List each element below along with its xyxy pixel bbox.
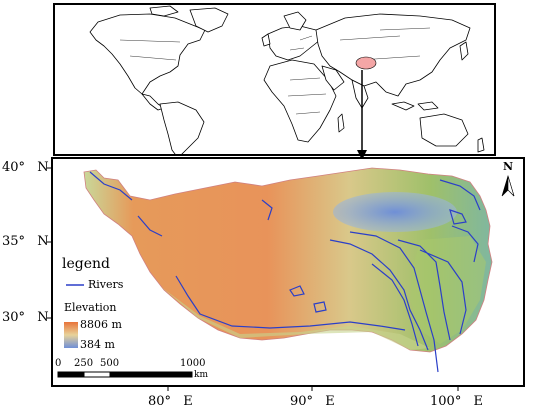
north-america-shape [89, 13, 206, 95]
africa-shape [263, 59, 337, 143]
north-label: N [503, 160, 514, 173]
uk-shape [261, 33, 271, 47]
y-label-30-hem: N [37, 310, 49, 325]
madagascar-shape [337, 113, 345, 133]
new-zealand-shape [477, 137, 485, 153]
x-label-90-deg: 90° [290, 394, 314, 409]
x-label-100-deg: 100° [430, 394, 462, 409]
scandinavia-shape [283, 11, 307, 31]
canada-islands-shape [149, 5, 179, 17]
y-label-40-deg: 40° [2, 160, 26, 175]
legend-elev-low: 384 m [80, 338, 115, 351]
y-label-35: 35° N [2, 234, 49, 249]
y-label-30-deg: 30° [2, 310, 26, 325]
south-america-shape [159, 101, 205, 154]
scale-unit: km [194, 370, 208, 380]
legend-title: legend [62, 256, 110, 272]
x-label-80-hem: E [183, 394, 193, 409]
x-label-90-hem: E [325, 394, 335, 409]
australia-shape [419, 113, 469, 147]
scale-label-1000: 1000 [180, 358, 206, 369]
asia-shape [315, 13, 471, 97]
rivers [89, 171, 481, 373]
legend-elev-high: 8806 m [80, 318, 122, 331]
x-label-80-deg: 80° [148, 394, 172, 409]
legend-river-label: Rivers [88, 278, 124, 291]
x-label-100-hem: E [473, 394, 483, 409]
scale-label-250: 250 [74, 358, 94, 369]
legend-elevation-bar [64, 322, 78, 348]
study-area-highlight [355, 56, 377, 70]
y-label-40: 40° N [2, 160, 49, 175]
legend-elevation-title: Elevation [64, 301, 117, 314]
greenland-shape [189, 7, 229, 33]
scale-label-0: 0 [55, 358, 62, 369]
x-label-90: 90° E [290, 394, 335, 409]
japan-shape [459, 41, 469, 61]
scale-label-500: 500 [100, 358, 120, 369]
y-label-30: 30° N [2, 310, 49, 325]
y-label-40-hem: N [37, 160, 49, 175]
arabia-shape [321, 65, 345, 91]
scale-bar [57, 371, 193, 378]
x-label-100: 100° E [430, 394, 483, 409]
y-label-35-deg: 35° [2, 234, 26, 249]
x-label-80: 80° E [148, 394, 193, 409]
indonesia-shape [391, 101, 439, 111]
y-label-35-hem: N [37, 234, 49, 249]
